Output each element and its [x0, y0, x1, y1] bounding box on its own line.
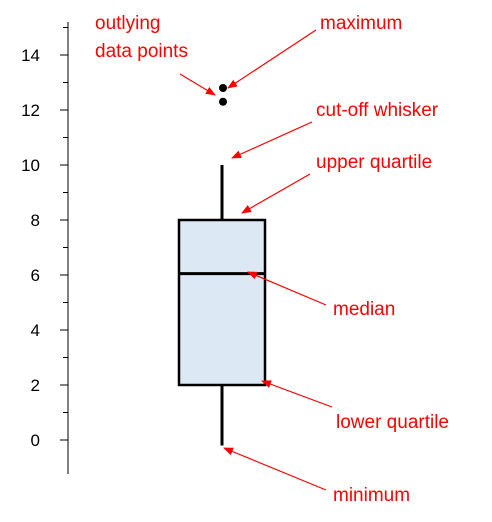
y-axis-ticks: 0 2 4 6 8 10 12 14 [21, 27, 68, 450]
annotation-median: median [333, 299, 395, 320]
y-tick-label: 0 [31, 431, 40, 450]
arrow-upper-quartile [241, 173, 311, 214]
outlier-point [219, 84, 227, 92]
annotation-outlying-line2: data points [95, 41, 188, 62]
y-tick-label: 14 [21, 46, 40, 65]
arrow-minimum [223, 447, 327, 491]
y-tick-label: 10 [21, 156, 40, 175]
outlier-point [219, 97, 227, 106]
interquartile-box [177, 218, 267, 387]
y-tick-label: 8 [31, 211, 40, 230]
y-tick-label: 12 [21, 101, 40, 120]
annotation-lower-quartile: lower quartile [336, 412, 449, 433]
y-tick-label: 4 [31, 321, 40, 340]
annotation-minimum: minimum [333, 485, 410, 506]
annotation-upper-quartile: upper quartile [316, 152, 432, 173]
arrow-outlying [179, 73, 216, 96]
y-tick-label: 2 [31, 376, 40, 395]
arrow-lower-quartile [261, 380, 333, 408]
arrow-cut-off-whisker [231, 121, 313, 159]
annotation-cut-off-whisker: cut-off whisker [316, 100, 439, 121]
annotation-outlying-line1: outlying [95, 13, 161, 34]
arrow-median [247, 271, 327, 306]
arrow-maximum [227, 29, 317, 89]
outliers-group [219, 84, 227, 106]
y-tick-label: 6 [31, 266, 40, 285]
annotation-maximum: maximum [320, 13, 402, 34]
